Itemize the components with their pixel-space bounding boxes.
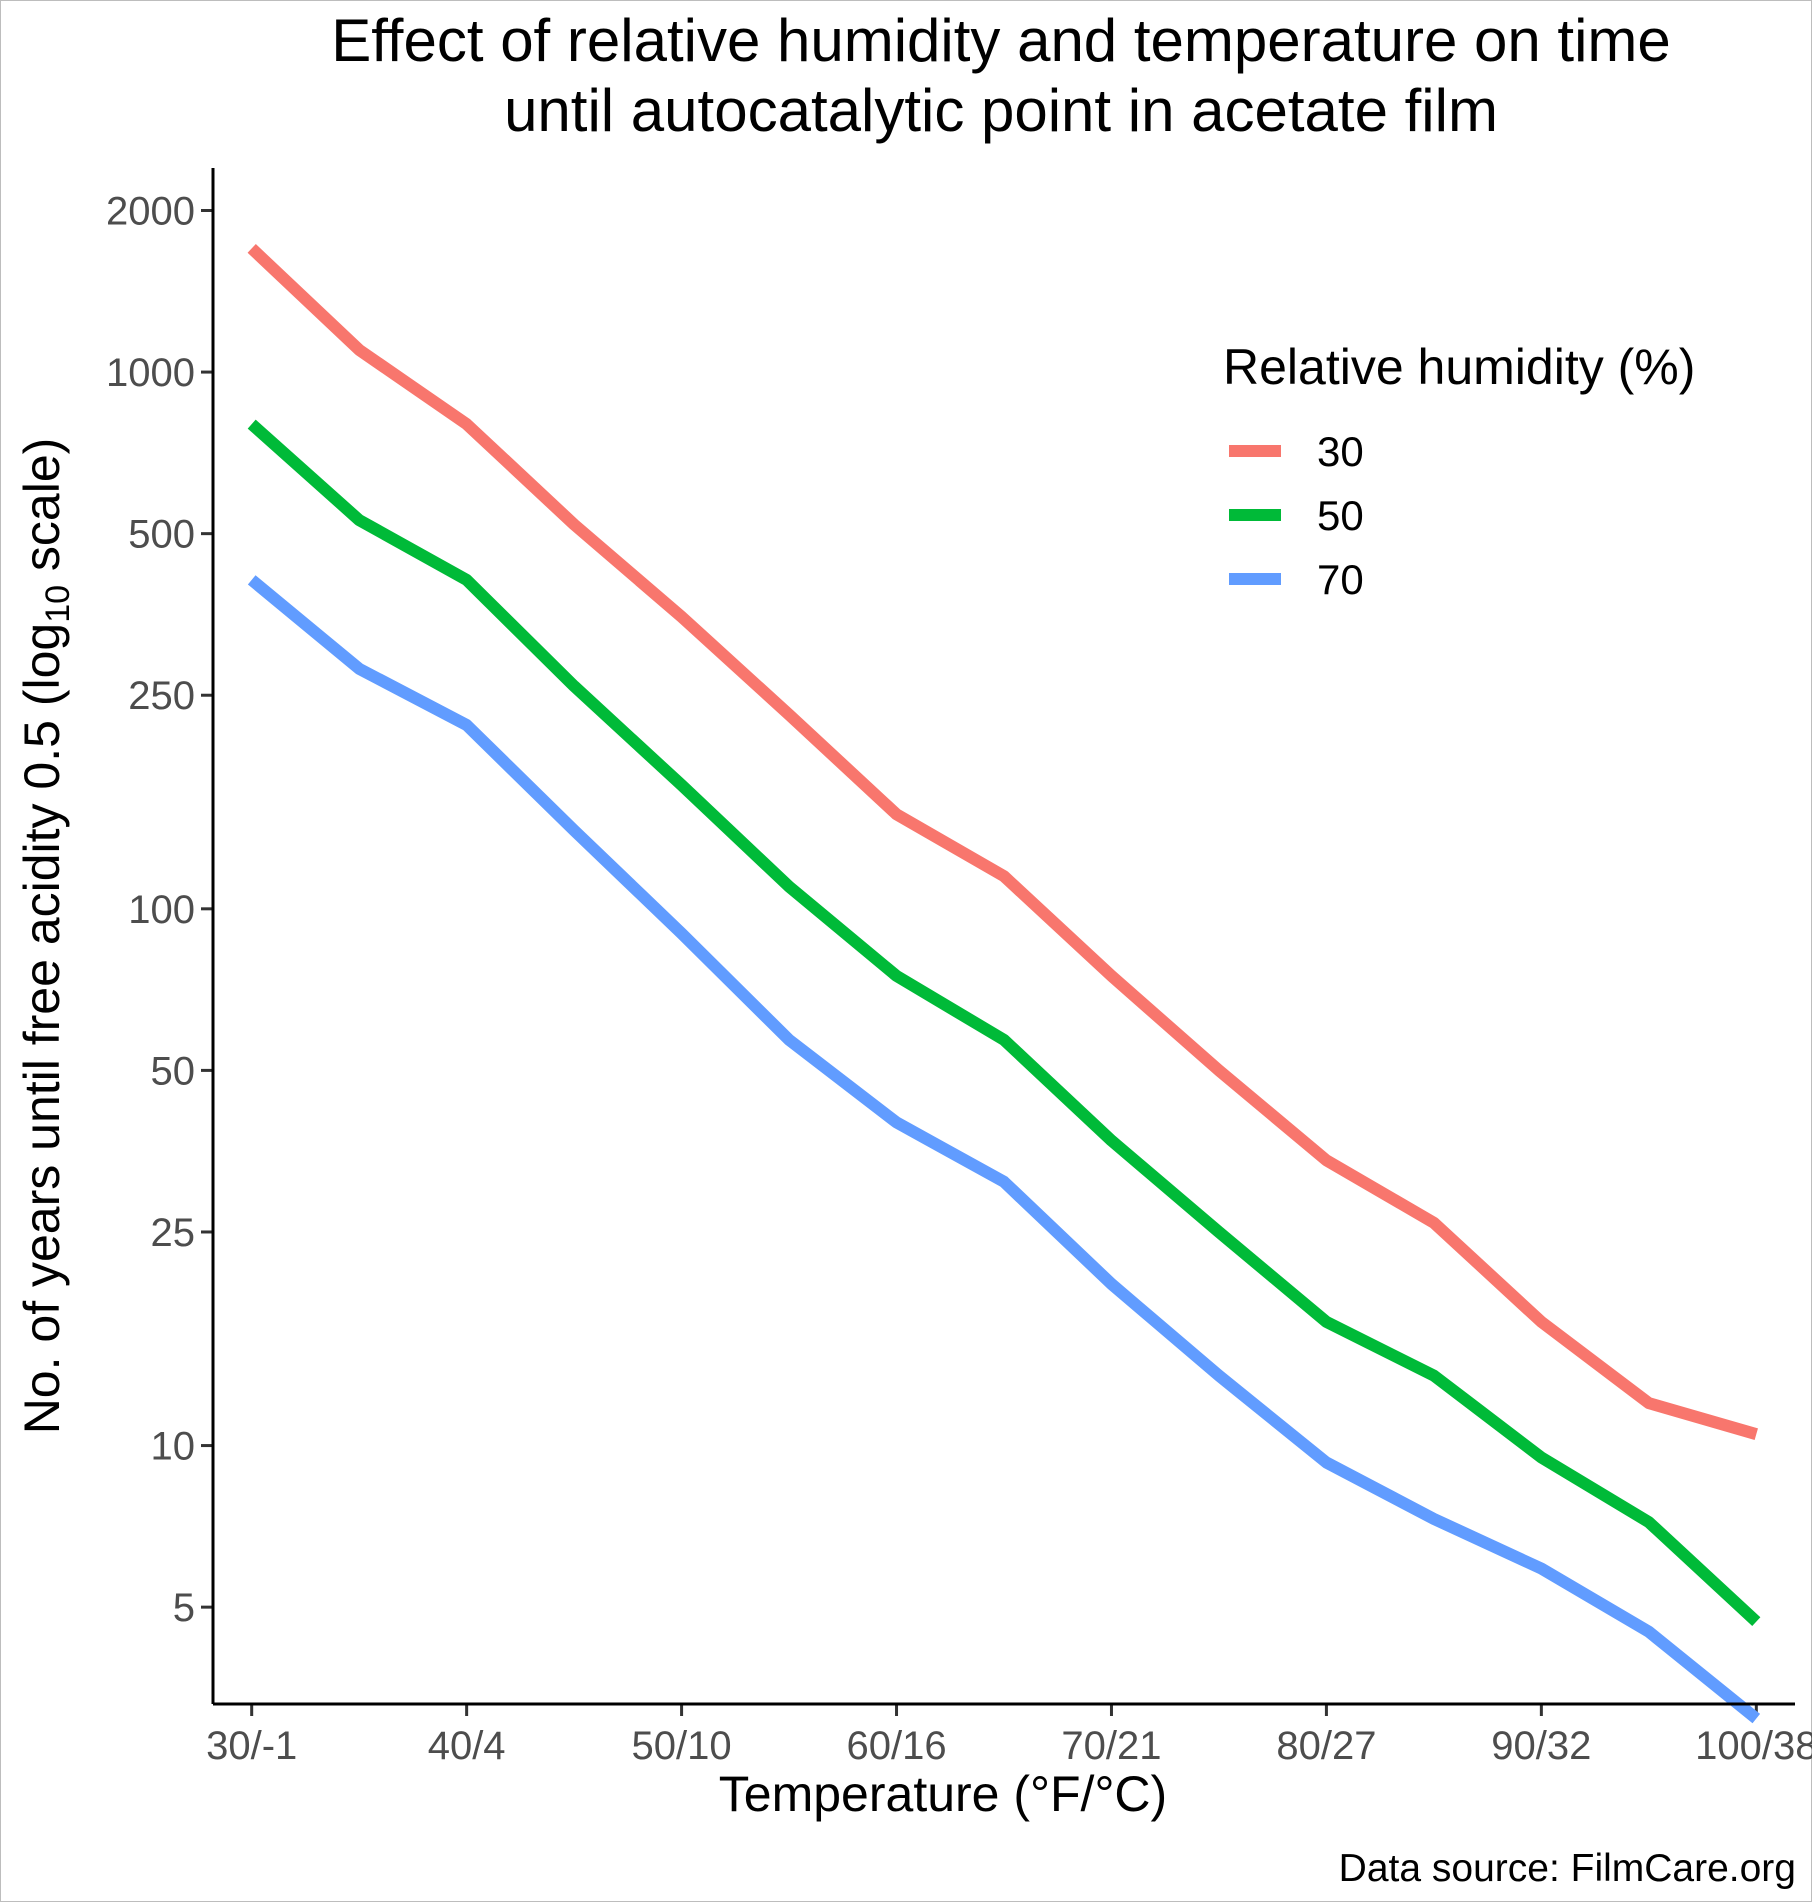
x-tick-label: 70/21	[1061, 1724, 1161, 1768]
series-lines	[247, 244, 1761, 1724]
y-tick-label: 10	[151, 1425, 196, 1469]
x-tick-label: 80/27	[1276, 1724, 1376, 1768]
y-tick-label: 1000	[106, 351, 195, 395]
y-tick-label: 250	[128, 674, 195, 718]
y-tick-label: 100	[128, 888, 195, 932]
legend-label-rh-30: 30	[1317, 428, 1364, 475]
y-tick-label: 50	[151, 1049, 196, 1093]
y-axis-title-suffix: scale)	[14, 438, 70, 585]
chart-title-line-1: Effect of relative humidity and temperat…	[331, 7, 1671, 74]
legend-items: 30 50 70	[1229, 428, 1364, 603]
y-axis-ticks: 5 10 25 50 100 250 500 1000 2000	[106, 190, 213, 1630]
chart-title-line-2: until autocatalytic point in acetate fil…	[504, 77, 1498, 144]
legend-label-rh-70: 70	[1317, 556, 1364, 603]
legend-label-rh-50: 50	[1317, 492, 1364, 539]
series-line-rh-50	[247, 419, 1761, 1627]
y-tick-label: 5	[173, 1586, 195, 1630]
x-tick-label: 90/32	[1491, 1724, 1591, 1768]
x-tick-label: 40/4	[428, 1724, 506, 1768]
y-axis-title-prefix: No. of years until free acidity 0.5 (log	[14, 623, 70, 1435]
x-axis-title: Temperature (°F/°C)	[719, 1766, 1167, 1822]
y-tick-label: 500	[128, 513, 195, 557]
y-axis-title-subscript: 10	[39, 585, 77, 623]
x-tick-label: 100/38	[1695, 1724, 1812, 1768]
series-line-rh-70	[247, 575, 1761, 1724]
x-tick-label: 30/-1	[206, 1724, 297, 1768]
x-axis-ticks: 30/-1 40/4 50/10 60/16 70/21 80/27 90/32 100/38	[206, 1704, 1812, 1768]
chart-title: Effect of relative humidity and temperat…	[331, 7, 1671, 144]
data-source-caption: Data source: FilmCare.org	[1339, 1847, 1796, 1890]
legend-title: Relative humidity (%)	[1223, 339, 1695, 395]
legend: Relative humidity (%) 30 50 70	[1223, 339, 1695, 603]
y-axis-title: No. of years until free acidity 0.5 (log…	[14, 438, 77, 1435]
x-tick-label: 50/10	[632, 1724, 732, 1768]
x-tick-label: 60/16	[846, 1724, 946, 1768]
y-tick-label: 25	[151, 1211, 196, 1255]
series-line-rh-30	[247, 244, 1758, 1440]
y-tick-label: 2000	[106, 190, 195, 234]
